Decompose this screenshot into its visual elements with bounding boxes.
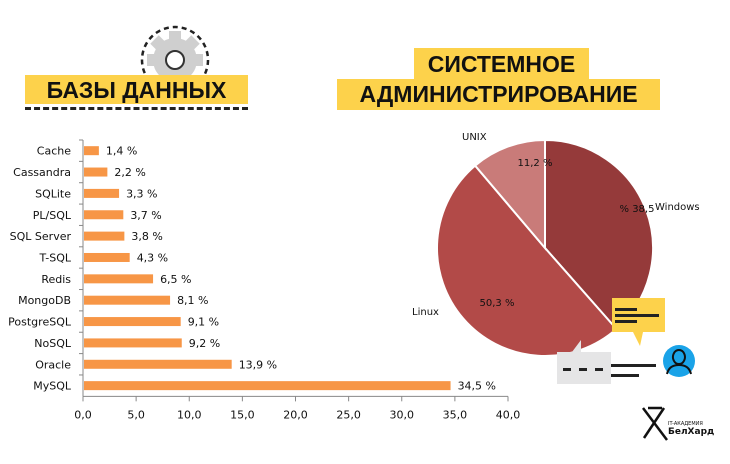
bar — [84, 210, 124, 220]
x-tick-label: 30,0 — [390, 408, 415, 421]
bar — [84, 274, 154, 284]
bar — [84, 146, 99, 156]
data-label: 34,5 % — [458, 380, 496, 393]
os-pie-chart: % 38,5 Windows 50,3 % Linux 11,2 % UNIX — [412, 132, 700, 357]
x-tick-label: 25,0 — [336, 408, 361, 421]
category-label: SQL Server — [10, 230, 72, 243]
slice-name-label: UNIX — [462, 132, 487, 143]
data-label: 6,5 % — [160, 273, 191, 286]
gear-icon — [140, 25, 210, 80]
data-label: 3,8 % — [131, 230, 162, 243]
x-tick-label: 10,0 — [177, 408, 202, 421]
slice-name-label: Linux — [412, 307, 439, 318]
title-divider — [25, 107, 248, 110]
logo-name: БелХард — [668, 427, 715, 437]
slice-value-label: 11,2 % — [518, 158, 553, 169]
data-label: 13,9 % — [239, 358, 277, 371]
data-label: 4,3 % — [137, 251, 168, 264]
bar — [84, 359, 232, 369]
slice-name-label: Windows — [655, 202, 700, 213]
category-label: PL/SQL — [33, 209, 72, 222]
bar — [84, 188, 120, 198]
category-label: SQLite — [35, 187, 71, 200]
x-tick-label: 40,0 — [496, 408, 521, 421]
data-label: 8,1 % — [177, 294, 208, 307]
databases-bar-chart: Cache 1,4 % Cassandra 2,2 % SQLite 3,3 % PL/SQ… — [8, 139, 521, 421]
bar — [84, 252, 130, 262]
x-tick-label: 5,0 — [127, 408, 145, 421]
right-title-line2: АДМИНИСТРИРОВАНИЕ — [337, 79, 660, 110]
data-label: 2,2 % — [114, 166, 145, 179]
x-tick-label: 20,0 — [283, 408, 308, 421]
category-label: Cache — [37, 145, 71, 158]
data-label: 9,2 % — [189, 337, 220, 350]
data-label: 3,7 % — [130, 209, 161, 222]
category-label: Oracle — [35, 358, 71, 371]
belhard-logo: IT-АКАДЕМИЯ БелХард — [640, 405, 720, 445]
category-label: PostgreSQL — [8, 316, 72, 329]
bar — [84, 231, 125, 241]
category-label: MongoDB — [18, 294, 71, 307]
bar — [84, 317, 181, 327]
bar — [84, 381, 451, 391]
right-title-line1: СИСТЕМНОЕ — [414, 48, 589, 79]
x-tick-label: 35,0 — [443, 408, 468, 421]
chat-illustration-icon — [557, 298, 695, 384]
category-label: Cassandra — [13, 166, 71, 179]
category-label: Redis — [41, 273, 71, 286]
data-label: 9,1 % — [188, 316, 219, 329]
x-tick-label: 15,0 — [230, 408, 255, 421]
x-tick-label: 0,0 — [74, 408, 92, 421]
category-label: MySQL — [33, 380, 72, 393]
bar — [84, 295, 171, 305]
logo-icon — [642, 406, 668, 441]
data-label: 1,4 % — [106, 145, 137, 158]
pie-slice-unix — [473, 138, 546, 251]
category-label: T-SQL — [39, 251, 72, 264]
bar — [84, 338, 182, 348]
left-title: БАЗЫ ДАННЫХ — [25, 75, 248, 104]
slice-value-label: 50,3 % — [480, 298, 515, 309]
data-label: 3,3 % — [126, 187, 157, 200]
bar — [84, 167, 108, 177]
slice-value-label: % 38,5 — [620, 204, 655, 215]
category-label: NoSQL — [34, 337, 72, 350]
logo-subtitle: IT-АКАДЕМИЯ — [668, 421, 703, 427]
